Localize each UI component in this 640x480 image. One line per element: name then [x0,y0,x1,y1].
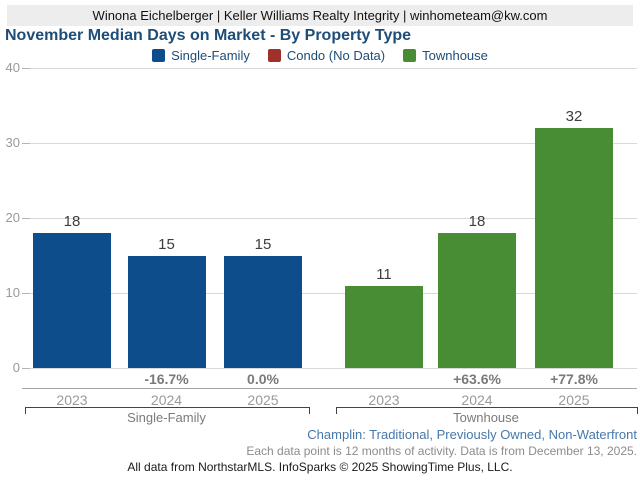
axis-separator-line [22,388,637,389]
chart-title: November Median Days on Market - By Prop… [5,27,412,44]
y-tick-mark-0 [22,367,30,369]
bar-value-single-family-2023: 18 [63,213,81,230]
group-bracket-single-family [25,407,310,414]
pct-change-single-family-2025: 0.0% [247,371,279,387]
legend-swatch-icon [152,48,166,62]
y-tick-label-20: 20 [5,210,20,225]
bar-value-single-family-2024: 15 [158,235,175,253]
year-label-single-family-2024: 2024 [150,392,183,408]
y-tick-label-40: 40 [5,60,20,75]
legend-item-townhouse[interactable]: Townhouse [403,48,488,63]
y-tick-label-30: 30 [5,135,20,150]
filter-summary: Champlin: Traditional, Previously Owned,… [307,427,637,442]
year-label-single-family-2025: 2025 [247,392,279,408]
y-tick-label-0: 0 [12,360,20,375]
bar-value-single-family-2025: 15 [254,235,272,253]
y-tick-mark-10 [22,292,30,294]
legend-swatch-icon [403,48,417,62]
group-label-single-family: Single-Family [127,410,206,425]
group-label-townhouse: Townhouse [453,410,519,425]
pct-change-townhouse-2025: +77.8% [550,371,598,387]
legend-label: Single-Family [171,47,250,63]
bar-townhouse-2024[interactable] [438,233,516,368]
year-label-townhouse-2023: 2023 [368,392,400,408]
gridline-y-0 [22,367,637,369]
year-label-single-family-2023: 2023 [56,392,88,408]
legend-item-single-family[interactable]: Single-Family [152,48,250,63]
y-tick-mark-20 [22,217,30,219]
group-bracket-townhouse [336,407,638,414]
gridline-y-40 [22,67,637,69]
bar-single-family-2023[interactable] [33,233,111,368]
legend-item-condo-no-data-[interactable]: Condo (No Data) [267,47,386,63]
agent-header-text: Winona Eichelberger | Keller Williams Re… [92,8,548,23]
y-tick-label-10: 10 [5,285,20,300]
y-tick-mark-40 [22,67,30,69]
legend-label: Townhouse [422,47,488,63]
gridline-y-10 [22,292,637,294]
bar-value-townhouse-2024: 18 [468,213,486,230]
legend-label: Condo (No Data) [286,47,386,63]
bar-townhouse-2023[interactable] [345,285,423,368]
year-label-townhouse-2024: 2024 [461,392,493,408]
bar-single-family-2024[interactable] [127,255,206,368]
pct-change-townhouse-2024: +63.6% [453,371,501,387]
pct-change-single-family-2024: -16.7% [144,371,189,387]
year-label-townhouse-2025: 2025 [558,392,590,408]
copyright-note: All data from NorthstarMLS. InfoSparks ©… [127,460,513,474]
bar-single-family-2025[interactable] [224,255,302,368]
plot-area: 18 15 15 11 18 32 [22,67,637,369]
gridline-y-30 [22,142,637,144]
chart-legend: Single-Family Condo (No Data) Townhouse [0,47,640,63]
y-axis: 0 10 20 30 40 [0,60,20,375]
legend-swatch-icon [267,48,281,62]
data-note: Each data point is 12 months of activity… [246,444,637,458]
agent-header-bar: Winona Eichelberger | Keller Williams Re… [7,5,633,26]
gridline-y-20 [22,217,637,219]
bar-value-townhouse-2023: 11 [376,265,392,283]
y-tick-mark-30 [22,142,30,144]
bar-value-townhouse-2025: 32 [565,108,583,125]
bar-townhouse-2025[interactable] [535,128,613,368]
